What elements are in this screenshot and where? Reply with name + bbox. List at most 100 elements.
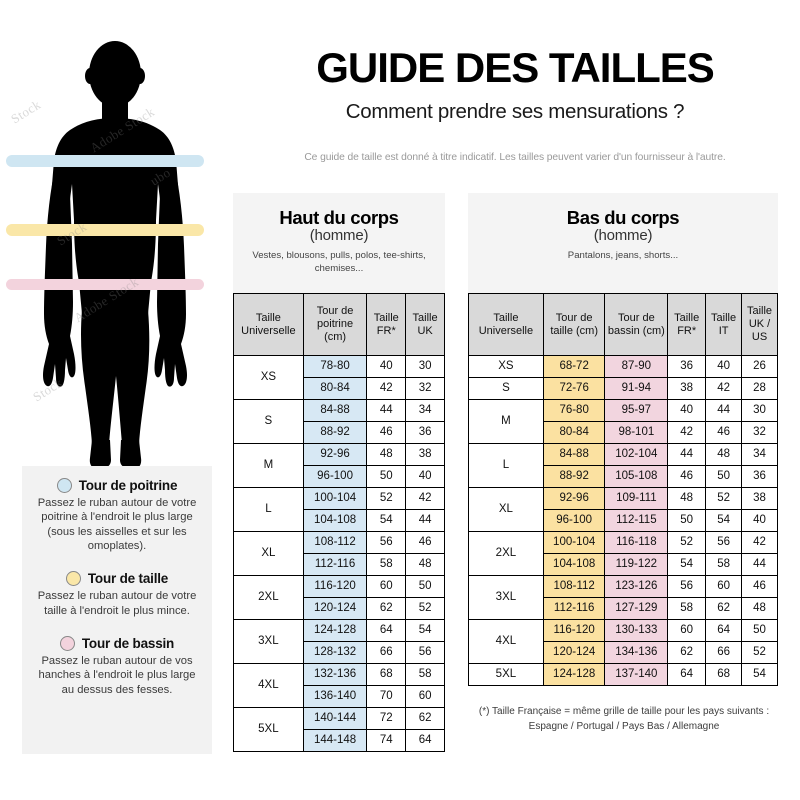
cell-value: 108-112 <box>542 575 606 598</box>
cell-value: 56 <box>705 531 743 554</box>
cell-value: 124-128 <box>542 663 606 686</box>
cell-value: 42 <box>366 377 407 400</box>
table-row: L 84-88 102-104 44 48 34 <box>468 443 778 488</box>
col-header-it: Taille IT <box>705 293 743 356</box>
cell-value: 96-100 <box>542 509 606 532</box>
cell-value: 72-76 <box>542 377 606 400</box>
table-row: 104-108 54 44 <box>234 509 445 532</box>
cell-value: 105-108 <box>604 465 669 488</box>
cell-value: 132-136 <box>302 663 368 686</box>
body-figure: Stock Adobe Stock ubo Stock Adobe Stock … <box>0 14 230 474</box>
cell-value: 56 <box>366 531 407 554</box>
cell-value: 78-80 <box>302 355 368 378</box>
legend-description: Passez le ruban autour de vos hanches à … <box>38 654 196 696</box>
cell-value: 38 <box>667 377 707 400</box>
table-row: 2XL 100-104 116-118 52 56 42 <box>468 531 778 576</box>
table-row: XL 108-112 56 46 <box>233 531 445 576</box>
hip-band <box>6 279 204 290</box>
waist-band <box>6 224 204 236</box>
cell-value: 72 <box>366 707 407 730</box>
cell-value: 134-136 <box>604 641 669 664</box>
cell-value: 52 <box>366 487 407 510</box>
cell-value: 52 <box>705 487 743 510</box>
table-header-row: Taille Universelle Tour de taille (cm) T… <box>468 293 778 356</box>
table-row: 96-100 50 40 <box>234 465 445 488</box>
cell-value: 120-124 <box>302 597 368 620</box>
cell-value: 40 <box>741 509 778 532</box>
cell-value: 80-84 <box>542 421 606 444</box>
cell-value: 38 <box>741 487 778 510</box>
cell-universal-size: M <box>468 399 544 444</box>
top-body-items: Vestes, blousons, pulls, polos, tee-shir… <box>252 250 426 274</box>
cell-value: 40 <box>667 399 707 422</box>
left-column: Stock Adobe Stock ubo Stock Adobe Stock … <box>0 0 230 800</box>
cell-value: 28 <box>741 377 778 400</box>
cell-value: 50 <box>667 509 707 532</box>
cell-universal-size: XS <box>468 355 544 378</box>
col-header-fr: Taille FR* <box>366 293 407 356</box>
cell-value: 42 <box>667 421 707 444</box>
cell-value: 84-88 <box>542 443 606 466</box>
male-silhouette-icon <box>43 41 187 469</box>
cell-universal-size: 2XL <box>468 531 544 576</box>
cell-value: 42 <box>705 377 743 400</box>
bottom-body-items: Pantalons, jeans, shorts... <box>567 250 679 261</box>
cell-value: 92-96 <box>302 443 368 466</box>
cell-value: 95-97 <box>604 399 669 422</box>
legend-item-chest: Tour de poitrine Passez le ruban autour … <box>28 478 206 553</box>
cell-value: 87-90 <box>604 355 669 378</box>
table-row: 104-108 119-122 54 58 44 <box>469 553 778 576</box>
bottom-body-panel: Bas du corps (homme) Pantalons, jeans, s… <box>468 193 778 293</box>
cell-value: 104-108 <box>542 553 606 576</box>
cell-universal-size: M <box>233 443 304 488</box>
cell-value: 54 <box>667 553 707 576</box>
cell-value: 42 <box>405 487 445 510</box>
cell-value: 100-104 <box>542 531 606 554</box>
cell-universal-size: 3XL <box>233 619 304 664</box>
cell-value: 100-104 <box>302 487 368 510</box>
cell-value: 64 <box>405 729 445 752</box>
cell-value: 36 <box>667 355 707 378</box>
cell-universal-size: XL <box>468 487 544 532</box>
cell-universal-size: XS <box>233 355 304 400</box>
top-body-size-table: Taille Universelle Tour de poitrine (cm)… <box>233 293 445 752</box>
legend-description: Passez le ruban autour de votre taille à… <box>37 590 197 617</box>
cell-value: 54 <box>405 619 445 642</box>
cell-value: 88-92 <box>542 465 606 488</box>
legend-item-waist: Tour de taille Passez le ruban autour de… <box>28 571 206 618</box>
table-row: XS 78-80 40 30 <box>233 355 445 400</box>
cell-value: 108-112 <box>302 531 368 554</box>
cell-value: 96-100 <box>302 465 368 488</box>
cell-value: 32 <box>405 377 445 400</box>
cell-value: 52 <box>405 597 445 620</box>
cell-value: 56 <box>667 575 707 598</box>
cell-universal-size: 3XL <box>468 575 544 620</box>
table-row: XS 68-72 87-90 36 40 26 <box>468 355 778 378</box>
cell-value: 120-124 <box>542 641 606 664</box>
cell-value: 50 <box>405 575 445 598</box>
chest-color-dot <box>56 478 72 493</box>
cell-value: 30 <box>741 399 778 422</box>
waist-color-dot <box>65 571 81 587</box>
cell-value: 140-144 <box>302 707 368 730</box>
cell-value: 44 <box>741 553 778 576</box>
cell-value: 64 <box>705 619 743 642</box>
col-header-fr: Taille FR* <box>667 293 707 356</box>
table-row: 3XL 124-128 64 54 <box>233 619 445 664</box>
legend-title: Tour de poitrine <box>78 478 178 493</box>
cell-value: 58 <box>366 553 407 576</box>
cell-universal-size: L <box>468 443 544 488</box>
legend-title: Tour de taille <box>87 571 169 587</box>
cell-value: 54 <box>366 509 407 532</box>
cell-value: 124-128 <box>302 619 368 642</box>
cell-value: 80-84 <box>302 377 368 400</box>
cell-value: 50 <box>366 465 407 488</box>
cell-value: 36 <box>405 421 445 444</box>
cell-value: 74 <box>366 729 407 752</box>
cell-value: 30 <box>405 355 445 378</box>
cell-value: 38 <box>405 443 445 466</box>
top-body-panel: Haut du corps (homme) Vestes, blousons, … <box>233 193 445 293</box>
cell-value: 48 <box>366 443 407 466</box>
cell-value: 62 <box>705 597 743 620</box>
